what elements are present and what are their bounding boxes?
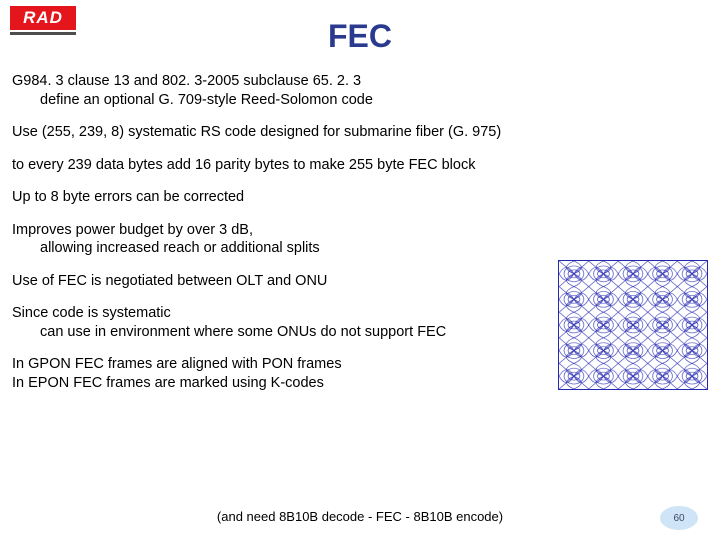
p8-line1: In GPON FEC frames are aligned with PON … xyxy=(12,356,342,372)
p1-line2: define an optional G. 709-style Reed-Sol… xyxy=(40,91,708,110)
p5-line2: allowing increased reach or additional s… xyxy=(40,239,708,258)
paragraph-3: to every 239 data bytes add 16 parity by… xyxy=(12,156,708,175)
paragraph-1: G984. 3 clause 13 and 802. 3-2005 subcla… xyxy=(12,72,708,109)
p5-line1: Improves power budget by over 3 dB, xyxy=(12,222,253,238)
page-number-badge: 60 xyxy=(660,506,698,530)
page-number: 60 xyxy=(673,513,684,524)
paragraph-5: Improves power budget by over 3 dB, allo… xyxy=(12,221,708,258)
p8-line2: In EPON FEC frames are marked using K-co… xyxy=(12,375,324,391)
pattern-svg xyxy=(559,261,707,389)
decorative-pattern xyxy=(558,260,708,390)
slide-title: FEC xyxy=(0,18,720,55)
paragraph-4: Up to 8 byte errors can be corrected xyxy=(12,188,708,207)
p1-line1: G984. 3 clause 13 and 802. 3-2005 subcla… xyxy=(12,73,361,89)
p7-line1: Since code is systematic xyxy=(12,305,171,321)
paragraph-2: Use (255, 239, 8) systematic RS code des… xyxy=(12,123,708,142)
slide-footnote: (and need 8B10B decode - FEC - 8B10B enc… xyxy=(0,509,720,524)
